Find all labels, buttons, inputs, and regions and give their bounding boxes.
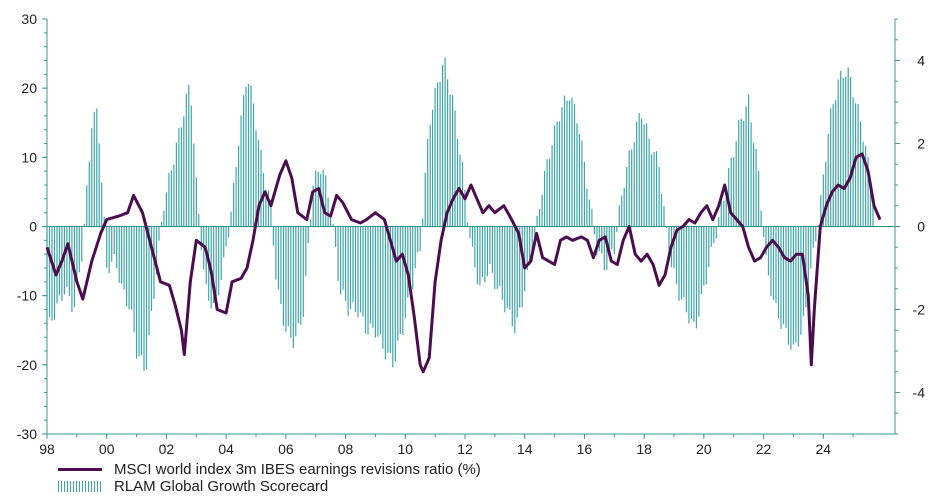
legend-line-swatch: [58, 468, 102, 471]
legend: MSCI world index 3m IBES earnings revisi…: [58, 461, 481, 495]
right-tick-label: -2: [913, 302, 926, 318]
x-tick-label: 22: [756, 441, 772, 457]
revisions-ratio-line: [45, 152, 882, 374]
legend-item-bars: RLAM Global Growth Scorecard: [58, 478, 481, 495]
left-tick-label: 20: [21, 80, 37, 96]
legend-line-label: MSCI world index 3m IBES earnings revisi…: [114, 461, 481, 478]
x-tick-label: 00: [99, 441, 115, 457]
right-tick-label: 2: [917, 136, 925, 152]
left-tick-label: 30: [21, 11, 37, 27]
x-tick-label: 18: [636, 441, 652, 457]
left-tick-label: 0: [29, 219, 37, 235]
scorecard-bars: [46, 57, 874, 371]
left-tick-label: -10: [17, 288, 37, 304]
legend-bars-swatch: [58, 481, 102, 492]
legend-bars-label: RLAM Global Growth Scorecard: [114, 478, 329, 495]
x-tick-label: 24: [815, 441, 831, 457]
x-tick-label: 12: [457, 441, 473, 457]
x-tick-label: 10: [397, 441, 413, 457]
x-tick-label: 06: [278, 441, 294, 457]
x-tick-label: 08: [338, 441, 354, 457]
x-tick-label: 14: [517, 441, 533, 457]
right-tick-label: 0: [917, 219, 925, 235]
left-tick-label: 10: [21, 149, 37, 165]
legend-item-line: MSCI world index 3m IBES earnings revisi…: [58, 461, 481, 478]
x-tick-label: 16: [577, 441, 593, 457]
right-tick-label: 4: [917, 53, 925, 69]
x-tick-label: 02: [159, 441, 175, 457]
x-tick-label: 98: [39, 441, 55, 457]
left-tick-label: -30: [17, 426, 37, 442]
x-tick-label: 04: [218, 441, 234, 457]
x-tick-label: 20: [696, 441, 712, 457]
right-tick-label: -4: [913, 385, 926, 401]
left-tick-label: -20: [17, 357, 37, 373]
